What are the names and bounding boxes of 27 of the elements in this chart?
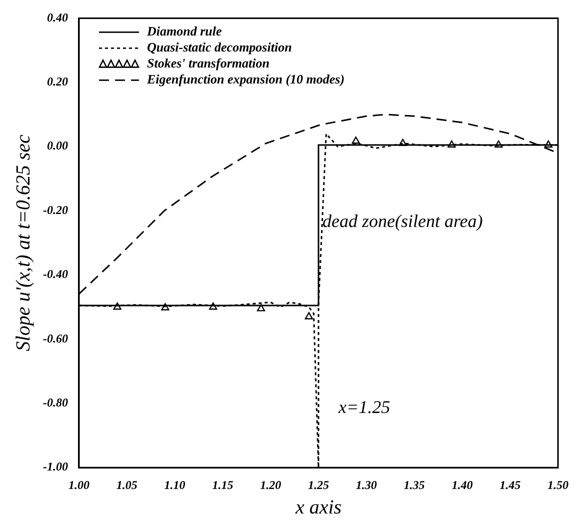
y-tick-label: -1.00 bbox=[42, 460, 68, 474]
legend-label: Eigenfunction expansion (10 modes) bbox=[146, 72, 345, 87]
x-axis-title: x axis bbox=[294, 496, 342, 518]
x-tick-label: 1.50 bbox=[548, 478, 568, 492]
x-tick-label: 1.05 bbox=[116, 478, 138, 492]
y-tick-label: -0.60 bbox=[42, 331, 68, 346]
legend-label: Quasi-static decomposition bbox=[146, 40, 292, 55]
annotation: x=1.25 bbox=[338, 397, 390, 418]
annotation: dead zone(silent area) bbox=[322, 210, 483, 231]
y-tick-label: 0.40 bbox=[46, 10, 68, 24]
x-tick-label: 1.25 bbox=[308, 478, 329, 492]
y-tick-label: 0.00 bbox=[46, 138, 68, 153]
x-tick-label: 1.00 bbox=[68, 478, 90, 492]
y-tick-label: -0.40 bbox=[42, 267, 68, 282]
legend-label: Stokes' transformation bbox=[146, 56, 270, 71]
x-tick-label: 1.15 bbox=[212, 478, 234, 492]
x-tick-label: 1.35 bbox=[404, 478, 425, 492]
x-tick-label: 1.10 bbox=[164, 478, 186, 492]
legend-label: Diamond rule bbox=[146, 24, 222, 39]
y-tick-label: -0.80 bbox=[42, 395, 68, 410]
y-tick-label: -0.20 bbox=[42, 202, 68, 217]
y-axis-title: Slope u'(x,t) at t=0.625 sec bbox=[12, 134, 34, 352]
y-tick-label: 0.20 bbox=[46, 74, 68, 88]
x-tick-label: 1.20 bbox=[260, 478, 282, 492]
x-tick-label: 1.30 bbox=[356, 478, 377, 492]
x-tick-label: 1.45 bbox=[500, 478, 521, 492]
x-tick-label: 1.40 bbox=[452, 478, 473, 492]
